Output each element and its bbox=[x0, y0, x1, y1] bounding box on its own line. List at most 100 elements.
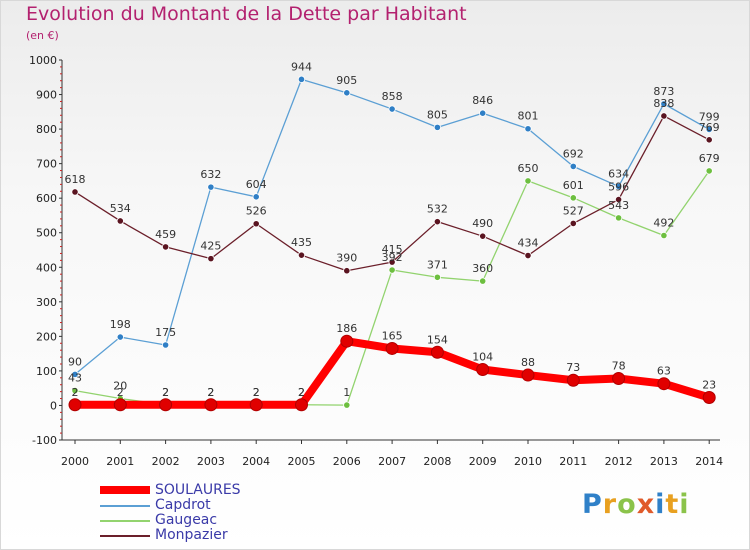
data-label-capdrot: 604 bbox=[246, 178, 267, 191]
logo-letter: o bbox=[617, 489, 637, 520]
data-label-monpazier: 459 bbox=[155, 228, 176, 241]
data-label-capdrot: 846 bbox=[472, 94, 493, 107]
data-label-gaugeac: 1 bbox=[343, 386, 350, 399]
y-tick-label: 800 bbox=[36, 123, 57, 136]
data-point-capdrot bbox=[569, 162, 577, 170]
data-point-capdrot bbox=[614, 182, 623, 191]
y-tick-label: 500 bbox=[36, 227, 57, 240]
data-point-monpazier bbox=[479, 232, 487, 240]
data-label-gaugeac: 360 bbox=[472, 262, 493, 275]
data-label-monpazier: 838 bbox=[653, 97, 674, 110]
data-label-capdrot: 944 bbox=[291, 60, 312, 73]
legend-label-monpazier: Monpazier bbox=[155, 527, 228, 543]
data-label-monpazier: 490 bbox=[472, 217, 493, 230]
data-point-capdrot bbox=[252, 193, 260, 201]
data-label-capdrot: 198 bbox=[110, 318, 131, 331]
data-label-capdrot: 632 bbox=[200, 168, 221, 181]
data-label-capdrot: 175 bbox=[155, 326, 176, 339]
data-label-gaugeac: 43 bbox=[68, 372, 82, 385]
data-label-gaugeac: 20 bbox=[113, 380, 127, 393]
logo-letter: r bbox=[602, 489, 618, 520]
data-point-soulaures bbox=[612, 372, 626, 386]
data-label-soulaures: 73 bbox=[566, 361, 580, 374]
data-label-capdrot: 805 bbox=[427, 108, 448, 121]
data-label-gaugeac: 650 bbox=[518, 162, 539, 175]
logo-letter: x bbox=[636, 489, 656, 520]
x-tick-label: 2012 bbox=[605, 455, 633, 468]
data-label-soulaures: 63 bbox=[657, 365, 671, 378]
data-point-gaugeac bbox=[524, 177, 532, 185]
x-tick-label: 2011 bbox=[559, 455, 587, 468]
data-labels: 9019817563260494490585880584680169263487… bbox=[65, 60, 720, 399]
data-point-capdrot bbox=[207, 183, 215, 191]
legend-item-capdrot: Capdrot bbox=[100, 497, 320, 514]
data-point-capdrot bbox=[433, 123, 441, 131]
logo-letter: i bbox=[679, 489, 690, 520]
x-tick-label: 2005 bbox=[288, 455, 316, 468]
data-label-monpazier: 415 bbox=[382, 243, 403, 256]
legend-swatch-monpazier bbox=[100, 535, 150, 537]
data-label-capdrot: 90 bbox=[68, 355, 82, 368]
x-tick-label: 2006 bbox=[333, 455, 361, 468]
data-point-soulaures bbox=[113, 398, 127, 412]
data-label-monpazier: 618 bbox=[65, 173, 86, 186]
data-label-gaugeac: 543 bbox=[608, 199, 629, 212]
data-point-capdrot bbox=[388, 105, 396, 113]
data-point-soulaures bbox=[702, 391, 716, 405]
data-label-monpazier: 527 bbox=[563, 204, 584, 217]
data-label-soulaures: 165 bbox=[382, 329, 403, 342]
data-point-monpazier bbox=[524, 251, 532, 260]
data-label-capdrot: 801 bbox=[518, 110, 539, 123]
data-label-capdrot: 873 bbox=[653, 85, 674, 98]
data-label-soulaures: 154 bbox=[427, 333, 448, 346]
chart-subtitle: (en €) bbox=[26, 29, 59, 42]
data-label-soulaures: 2 bbox=[298, 386, 305, 399]
data-label-soulaures: 104 bbox=[472, 351, 493, 364]
data-label-monpazier: 769 bbox=[699, 121, 720, 134]
y-tick-label: 1000 bbox=[29, 54, 57, 67]
data-label-gaugeac: 371 bbox=[427, 258, 448, 271]
x-tick-label: 2014 bbox=[695, 455, 723, 468]
proxiti-logo: Proxiti bbox=[582, 489, 690, 520]
data-label-capdrot: 692 bbox=[563, 147, 584, 160]
data-label-gaugeac: 601 bbox=[563, 179, 584, 192]
x-tick-label: 2013 bbox=[650, 455, 678, 468]
legend-swatch-capdrot bbox=[100, 505, 150, 507]
data-label-capdrot: 634 bbox=[608, 167, 629, 180]
data-point-monpazier bbox=[614, 195, 623, 204]
x-tick-label: 2004 bbox=[242, 455, 270, 468]
data-point-monpazier bbox=[705, 136, 713, 144]
data-point-soulaures bbox=[430, 345, 444, 359]
legend: SOULAURES Capdrot Gaugeac Monpazier bbox=[100, 482, 320, 544]
data-point-monpazier bbox=[116, 217, 124, 225]
legend-swatch-soulaures bbox=[100, 486, 150, 494]
data-point-capdrot bbox=[297, 75, 306, 83]
x-tick-label: 2007 bbox=[378, 455, 406, 468]
data-label-monpazier: 526 bbox=[246, 205, 267, 218]
data-label-soulaures: 2 bbox=[162, 386, 169, 399]
chart-title: Evolution du Montant de la Dette par Hab… bbox=[26, 3, 467, 25]
data-label-capdrot: 905 bbox=[336, 74, 357, 87]
data-point-soulaures bbox=[657, 377, 671, 391]
y-tick-label: 600 bbox=[36, 192, 57, 205]
y-tick-label: 200 bbox=[36, 330, 57, 343]
y-tick-label: 700 bbox=[36, 158, 57, 171]
data-point-soulaures bbox=[68, 398, 82, 412]
legend-item-soulaures: SOULAURES bbox=[100, 482, 320, 499]
data-point-capdrot bbox=[705, 125, 713, 134]
x-tick-label: 2002 bbox=[152, 455, 180, 468]
data-label-monpazier: 534 bbox=[110, 202, 131, 215]
data-point-gaugeac bbox=[343, 401, 351, 409]
y-tick-label: 0 bbox=[50, 399, 57, 412]
data-point-soulaures bbox=[521, 368, 535, 382]
data-point-monpazier bbox=[433, 218, 441, 226]
data-label-monpazier: 425 bbox=[200, 240, 221, 253]
data-label-soulaures: 88 bbox=[521, 356, 535, 369]
data-label-soulaures: 186 bbox=[336, 322, 357, 335]
data-point-soulaures bbox=[295, 398, 308, 412]
data-point-gaugeac bbox=[705, 167, 713, 175]
legend-swatch-gaugeac bbox=[100, 520, 150, 522]
y-tick-label: 900 bbox=[36, 89, 57, 102]
data-point-soulaures bbox=[340, 334, 354, 348]
y-tick-label: 300 bbox=[36, 296, 57, 309]
